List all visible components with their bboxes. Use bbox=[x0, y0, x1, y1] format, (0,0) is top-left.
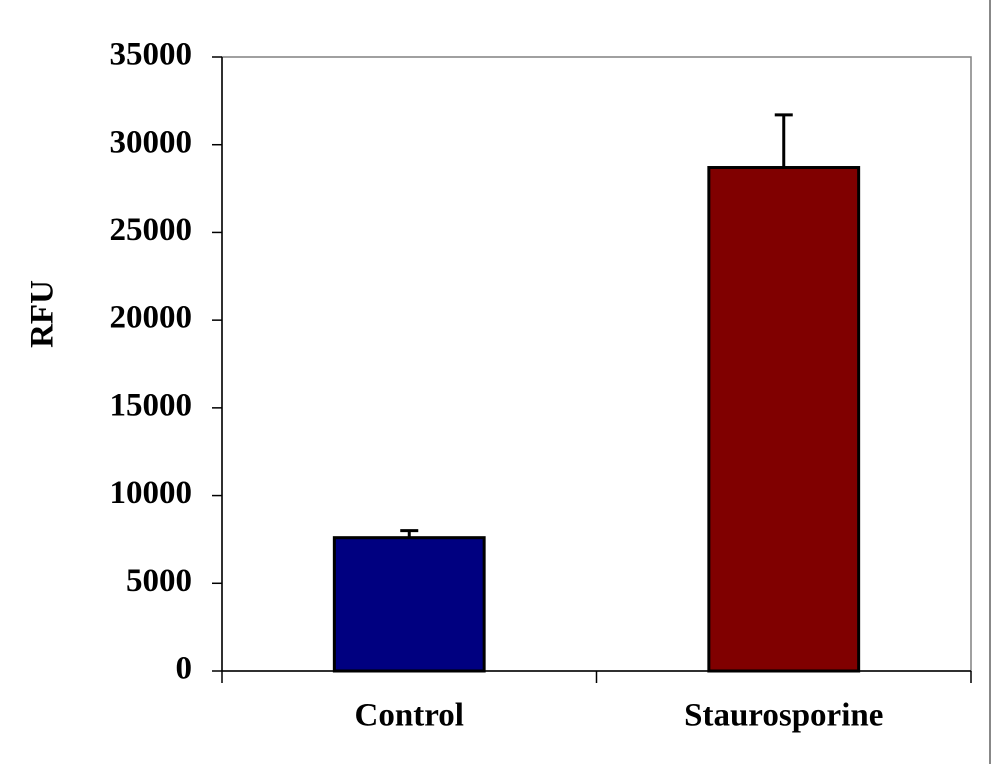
y-tick-label: 20000 bbox=[110, 300, 193, 336]
y-tick-label: 25000 bbox=[110, 212, 193, 248]
x-tick-label: Staurosporine bbox=[684, 698, 883, 734]
y-axis-label: RFU bbox=[25, 280, 61, 348]
bar bbox=[332, 536, 486, 673]
y-tick-label: 5000 bbox=[126, 563, 192, 599]
bar bbox=[707, 166, 861, 673]
y-tick-label: 10000 bbox=[110, 475, 193, 511]
y-tick-label: 0 bbox=[176, 651, 193, 687]
y-tick-label: 35000 bbox=[110, 37, 193, 73]
y-tick-label: 15000 bbox=[110, 387, 193, 423]
x-tick-label: Control bbox=[355, 698, 464, 734]
y-tick-label: 30000 bbox=[110, 124, 193, 160]
